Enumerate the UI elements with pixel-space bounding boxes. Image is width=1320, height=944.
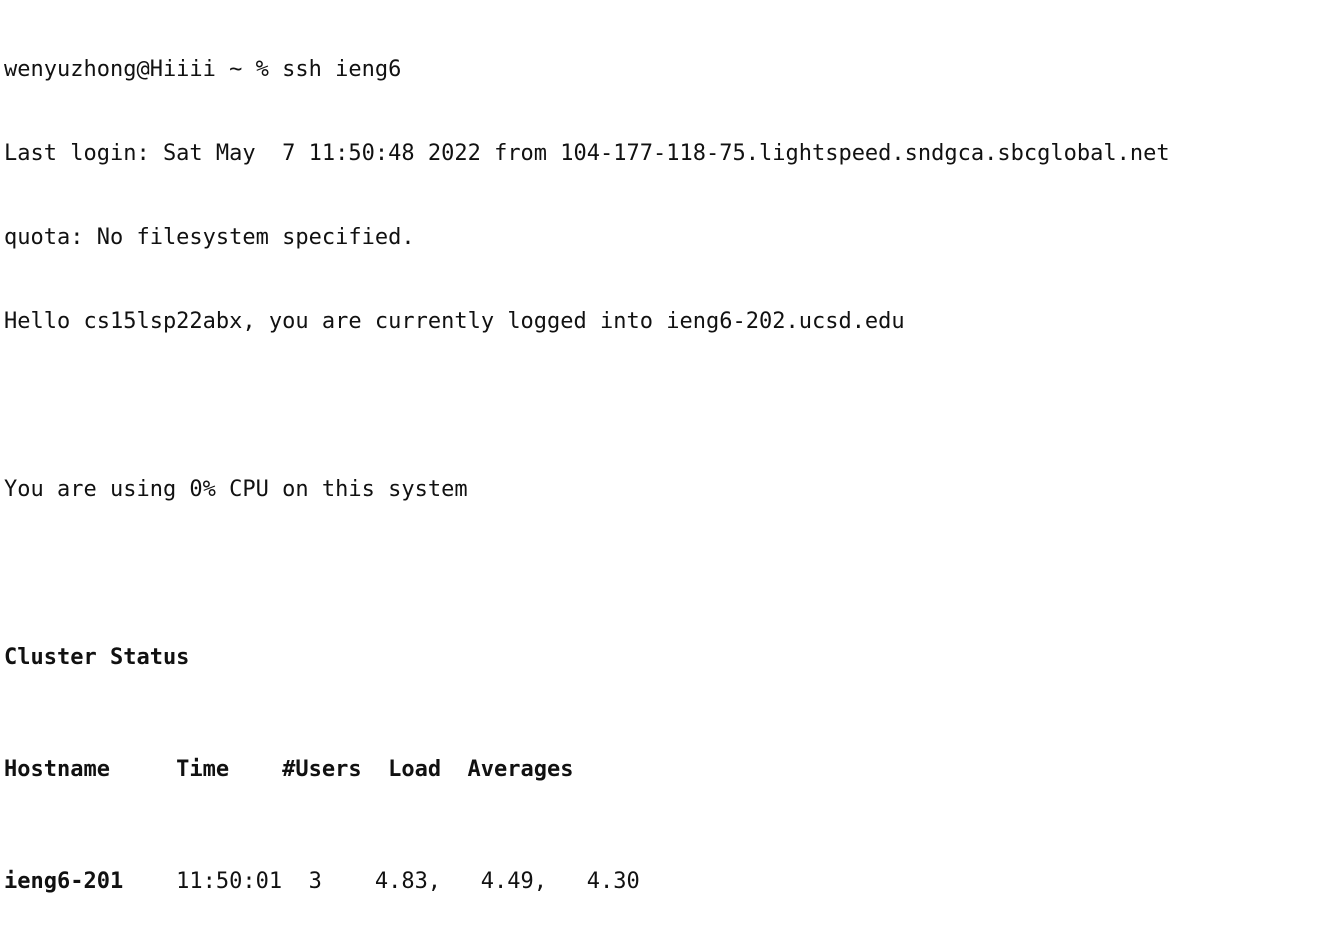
cluster-status-title: Cluster Status bbox=[4, 645, 190, 670]
header-load: Load bbox=[388, 757, 442, 782]
quota-line: quota: No filesystem specified. bbox=[4, 225, 415, 250]
header-hostname: Hostname bbox=[4, 757, 110, 782]
table-row: ieng6-201 11:50:01 3 4.83, 4.49, 4.30 bbox=[4, 868, 1314, 896]
header-time: Time bbox=[176, 757, 230, 782]
row-load-5: 4.49, bbox=[480, 869, 548, 894]
cpu-line: You are using 0% CPU on this system bbox=[4, 477, 468, 502]
ssh-command-line: wenyuzhong@Hiiii ~ % ssh ieng6 bbox=[4, 57, 402, 82]
blank-line bbox=[4, 392, 1314, 420]
row-hostname: ieng6-201 bbox=[4, 869, 124, 894]
row-load-1: 4.83, bbox=[374, 869, 442, 894]
terminal-window[interactable]: wenyuzhong@Hiiii ~ % ssh ieng6 Last logi… bbox=[4, 0, 1314, 894]
row-load-15: 4.30 bbox=[586, 869, 640, 894]
last-login-line: Last login: Sat May 7 11:50:48 2022 from… bbox=[4, 141, 1170, 166]
header-averages: Averages bbox=[467, 757, 574, 782]
row-time: 11:50:01 bbox=[176, 869, 283, 894]
cluster-table-header: Hostname Time #Users Load Averages bbox=[4, 756, 1314, 784]
hello-line: Hello cs15lsp22abx, you are currently lo… bbox=[4, 309, 905, 334]
row-users: 3 bbox=[308, 869, 322, 894]
blank-line bbox=[4, 560, 1314, 588]
header-users: #Users bbox=[282, 757, 362, 782]
